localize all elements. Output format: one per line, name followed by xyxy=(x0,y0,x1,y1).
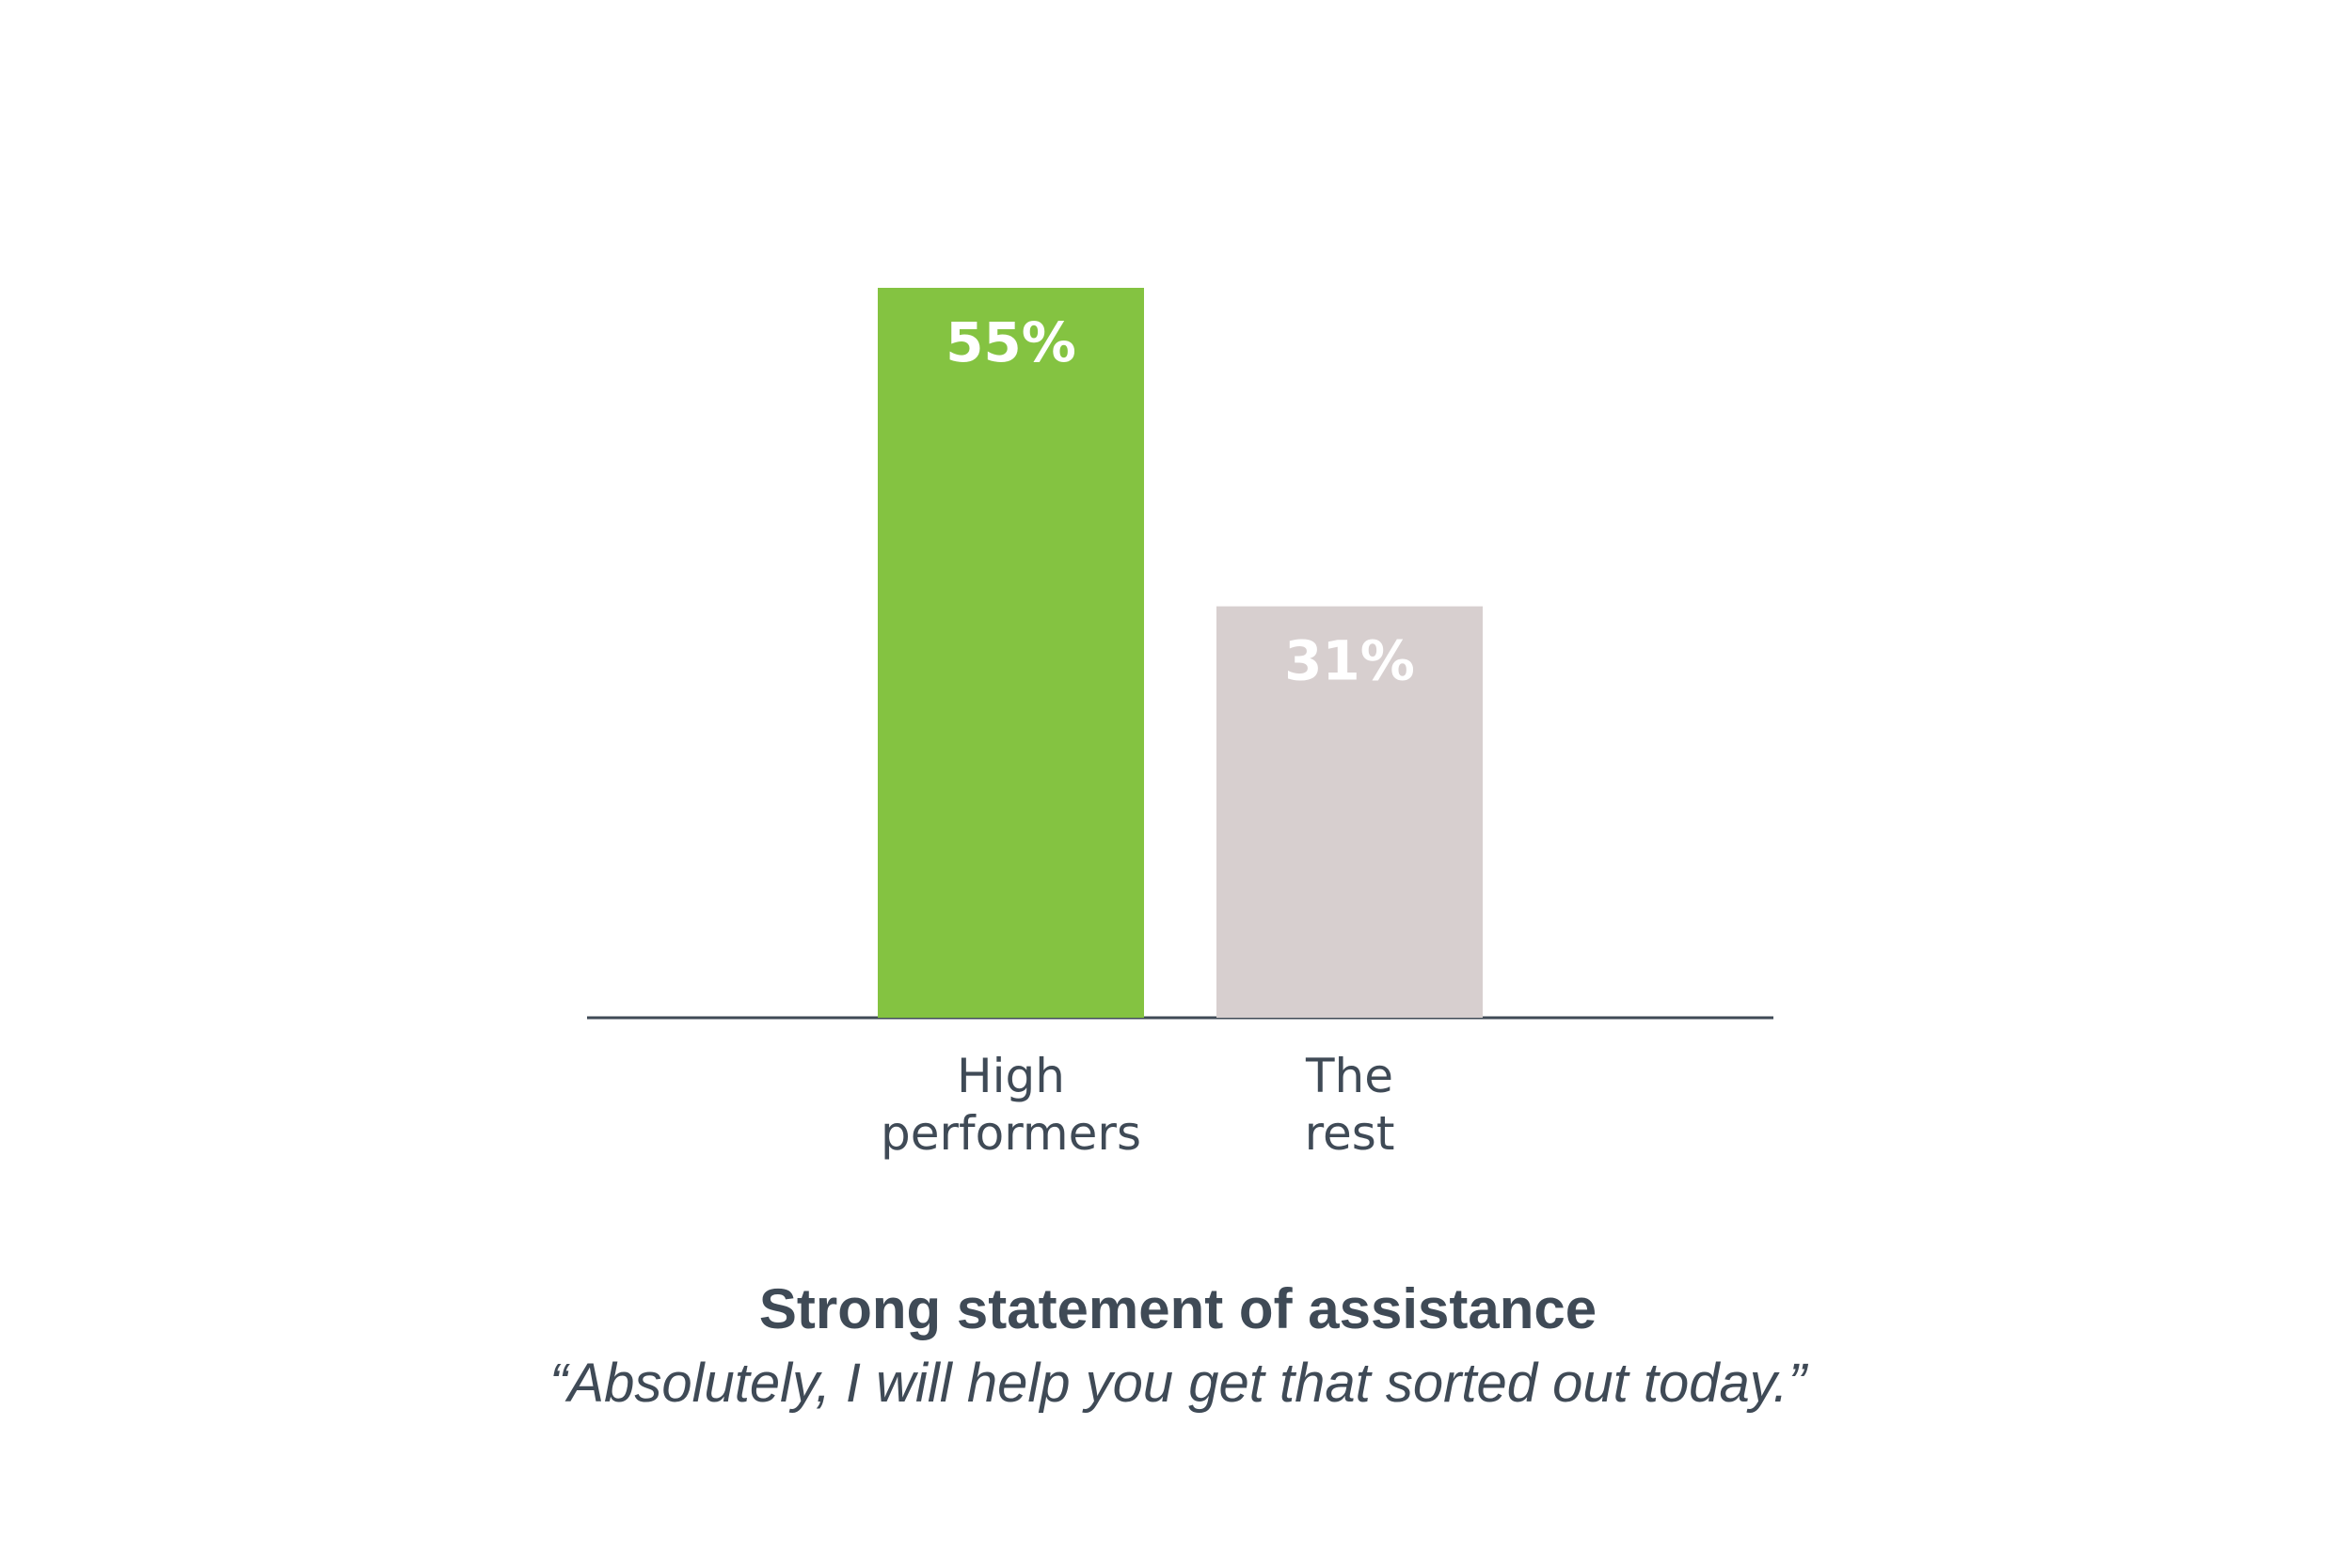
category-label: The rest xyxy=(1304,1049,1395,1161)
bar xyxy=(1216,606,1483,1018)
chart-subtitle: “Absolutely, I will help you get that so… xyxy=(549,1353,1808,1414)
value-label: 55% xyxy=(946,310,1076,374)
chart-title: Strong statement of assistance xyxy=(759,1277,1597,1340)
bar xyxy=(878,288,1144,1018)
value-label: 31% xyxy=(1284,629,1415,693)
category-label: High performers xyxy=(881,1049,1142,1161)
